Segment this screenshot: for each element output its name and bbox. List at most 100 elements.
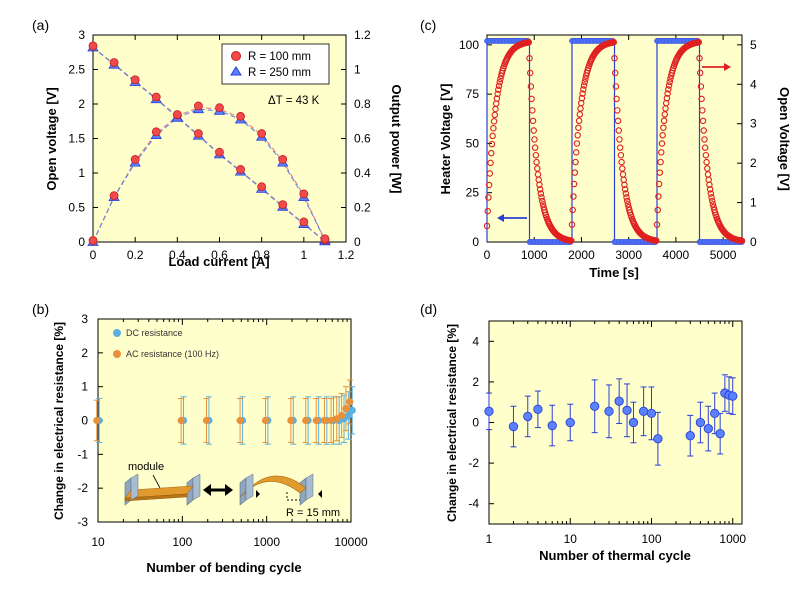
circle-marker <box>151 92 161 102</box>
ac-point <box>177 416 185 425</box>
x-tick-label: 100 <box>172 535 192 549</box>
open-voltage-point <box>655 193 662 200</box>
y2-tick-label: 0 <box>354 235 361 249</box>
x-tick-label: 1000 <box>521 248 548 262</box>
y-tick-label: 1.5 <box>68 132 85 146</box>
ac-point <box>312 416 320 425</box>
y2-tick-label: 5 <box>750 38 757 52</box>
open-voltage-point <box>663 94 671 102</box>
y-tick-label: 25 <box>466 186 480 200</box>
panel-c-x-title: Time [s] <box>589 265 639 280</box>
panel-d-y-title: Change in electrical resistance [%] <box>445 324 459 522</box>
x-tick-label: 1.2 <box>338 248 355 262</box>
open-voltage-point <box>570 193 577 200</box>
left-axis-arrowhead <box>497 214 504 222</box>
circle-marker <box>88 236 98 245</box>
x-tick-label: 4000 <box>663 248 690 262</box>
panel-b-points <box>93 379 356 445</box>
open-voltage-point <box>485 181 493 189</box>
circle-marker <box>236 111 245 121</box>
y-tick-label: -2 <box>77 481 88 495</box>
y-tick-label: -3 <box>77 515 88 529</box>
y2-tick-label: 2 <box>750 156 757 170</box>
radius-marker <box>286 492 300 501</box>
fit-line <box>92 108 326 243</box>
ac-point <box>236 416 244 425</box>
y-tick-label: -4 <box>468 497 479 511</box>
open-voltage-point <box>571 169 579 176</box>
thermal-cycle-point <box>715 429 725 439</box>
open-voltage-point <box>576 111 584 118</box>
x-tick-label: 1 <box>486 532 493 546</box>
open-voltage-point <box>656 169 664 176</box>
bent-module-illustration <box>239 473 322 506</box>
open-voltage-point <box>493 95 501 102</box>
open-voltage-point <box>708 197 716 205</box>
thermal-cycle-point <box>653 434 663 444</box>
thermal-cycle-point <box>565 417 575 428</box>
open-voltage-point <box>706 186 714 193</box>
y2-tick-label: 4 <box>750 77 757 91</box>
panel-b-ticks: 10 100 1000 10000 -3 -2 -1 0 1 2 3 <box>77 312 368 549</box>
ac-point <box>327 416 335 425</box>
circle-marker <box>215 103 224 113</box>
y-tick-label: 0 <box>472 235 479 249</box>
x-tick-label: 10 <box>91 535 105 549</box>
x-tick-label: 10000 <box>334 535 368 549</box>
open-voltage-point <box>488 140 496 148</box>
open-voltage-point <box>573 140 581 147</box>
open-voltage-point <box>495 86 502 93</box>
ac-point <box>261 416 270 425</box>
bending-inset: module R = 15 mm <box>124 461 340 519</box>
y-tick-label: 2 <box>81 346 88 360</box>
y2-tick-label: 0.2 <box>354 201 371 215</box>
ac-point <box>320 416 329 425</box>
open-voltage-point <box>657 149 665 156</box>
panel-d-points <box>484 374 738 466</box>
x-tick-label: 1000 <box>253 535 280 549</box>
open-voltage-point <box>572 149 580 156</box>
y-tick-label: 75 <box>466 87 480 101</box>
open-voltage-point <box>580 82 588 89</box>
open-voltage-point <box>614 117 622 125</box>
x-tick-label: 0.8 <box>253 248 270 262</box>
open-voltage-point <box>528 95 535 103</box>
y-tick-label: 1 <box>78 166 85 180</box>
y-tick-label: 1 <box>81 380 88 394</box>
panel-d-x-title: Number of thermal cycle <box>539 548 691 563</box>
panel-a: (a) 0 0.2 0.4 0.6 0.8 1 1.200.511.522.5300.20.… <box>32 17 404 269</box>
y-tick-label: 4 <box>472 334 479 348</box>
x-tick-label: 0.4 <box>169 248 186 262</box>
open-voltage-point <box>621 186 629 193</box>
thermal-cycle-point <box>638 406 649 416</box>
thermal-cycle-point <box>695 417 706 428</box>
open-voltage-point <box>538 197 546 205</box>
open-voltage-point <box>581 78 588 86</box>
open-voltage-point <box>706 181 713 189</box>
module-pointer <box>152 474 161 489</box>
legend-r250: R = 250 mm <box>248 67 311 79</box>
circle-marker <box>236 165 245 174</box>
open-voltage-point <box>653 237 660 244</box>
x-tick-label: 1000 <box>719 532 746 546</box>
panel-d-label: (d) <box>420 301 437 317</box>
thermal-cycle-point <box>484 406 494 416</box>
open-voltage-point <box>575 117 583 125</box>
circle-marker <box>299 217 309 227</box>
open-voltage-point <box>613 95 620 103</box>
x-tick-label: 100 <box>641 532 661 546</box>
open-voltage-point <box>579 90 586 97</box>
open-voltage-point <box>570 180 578 188</box>
circle-marker <box>320 234 330 244</box>
open-voltage-point <box>529 117 537 125</box>
y-tick-label: 2 <box>78 97 85 111</box>
panel-c: (c) 0 1000 2000 3000 4000 5000025507510001234… <box>420 17 792 280</box>
open-voltage-point <box>572 158 579 166</box>
y2-tick-label: 0.8 <box>354 97 371 111</box>
thermal-cycle-point <box>628 417 639 428</box>
open-voltage-point <box>486 170 494 177</box>
open-voltage-point <box>534 165 541 172</box>
open-voltage-point <box>527 83 535 90</box>
thermal-cycle-point <box>523 411 533 422</box>
